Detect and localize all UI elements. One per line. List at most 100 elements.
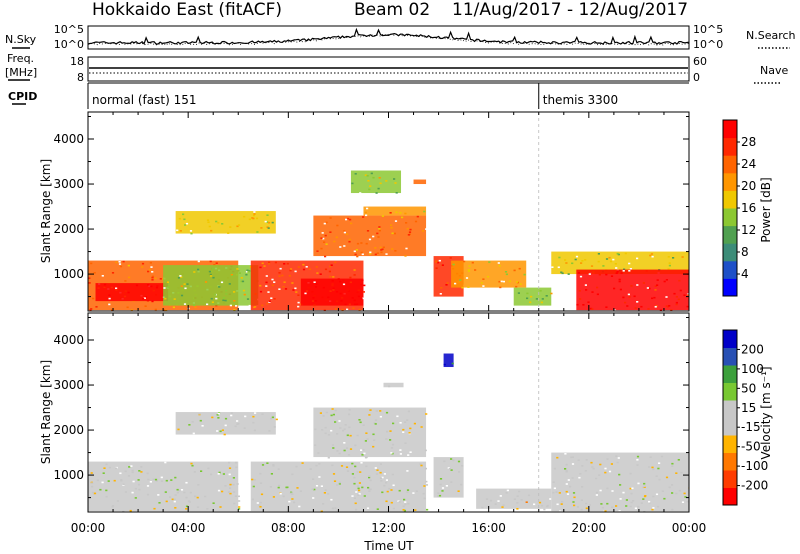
scatter-cell [142,298,145,300]
scatter-cell [93,272,96,274]
scatter-cell [218,286,221,288]
scatter-cell [272,496,275,498]
x-tick-label: 16:00 [471,521,506,535]
scatter-cell [324,268,328,271]
scatter-cell [332,276,335,278]
scatter-cell [372,176,375,179]
colorbar-tick-label: 15 [741,401,756,415]
scatter-cell [443,363,446,366]
scatter-cell [225,293,228,295]
scatter-cell [515,285,518,288]
scatter-cell [208,270,211,273]
colorbar-tick-label: -200 [741,479,768,493]
scatter-cell [321,429,324,431]
scatter-cell [291,493,294,495]
scatter-cell [335,291,339,293]
scatter-cell [236,225,239,228]
colorbar-step [723,260,737,279]
scatter-cell [651,297,654,300]
scatter-cell [379,471,382,474]
scatter-cell [675,472,678,474]
colorbar-frame [722,329,738,506]
scatter-cell [584,470,587,472]
scatter-cell [652,468,655,471]
scatter-cell [336,224,339,227]
scatter-cell [212,267,215,270]
scatter-cell [237,423,240,425]
scatter-cell [314,428,317,431]
scatter-cell [441,487,445,489]
scatter-cell [675,296,678,298]
scatter-cell [215,220,218,223]
scatter-cell [627,293,630,296]
scatter-cell [435,267,438,269]
scatter-cell [166,281,169,283]
scatter-cell [365,456,368,459]
scatter-cell [272,465,275,467]
y-tick-label: 4000 [53,132,84,146]
scatter-cell [654,289,657,291]
scatter-cell [349,218,352,221]
scatter-cell [625,505,628,507]
scatter-cell [558,256,561,259]
scatter-cell [358,489,361,492]
scatter-cell [251,217,254,219]
scatter-cell [194,495,197,498]
scatter-cell [533,503,536,506]
scatter-cell [105,489,108,492]
scatter-cell [122,483,125,486]
scatter-cell [266,302,269,305]
scatter-cell [671,492,674,494]
scatter-cell [316,250,319,252]
scatter-cell [356,485,359,487]
scatter-cell [368,414,371,416]
scatter-cell [381,476,384,479]
scatter-cell [390,452,393,454]
scatter-cell [174,476,177,479]
scatter-cell [681,256,684,258]
scatter-region [300,278,364,306]
scatter-cell [409,427,412,430]
scatter-cell [329,275,332,278]
scatter-cell [461,286,464,289]
scatter-cell [271,278,274,281]
scatter-cell [604,471,607,474]
scatter-cell [406,419,409,421]
colorbar-step [723,347,737,366]
scatter-cell [254,412,257,414]
scatter-cell [144,305,147,307]
scatter-cell [238,506,241,508]
scatter-cell [329,290,332,292]
scatter-cell [225,289,228,292]
scatter-cell [305,290,309,292]
scatter-cell [667,268,670,270]
scatter-cell [369,479,372,482]
scatter-region [88,461,239,512]
scatter-cell [320,247,323,250]
scatter-cell [573,496,576,499]
scatter-cell [374,419,378,421]
scatter-cell [244,415,247,418]
scatter-cell [588,504,591,506]
scatter-region [175,412,276,435]
scatter-cell [681,501,685,503]
scatter-cell [151,275,155,278]
scatter-cell [289,269,292,272]
scatter-cell [288,500,291,503]
scatter-cell [221,490,224,493]
colorbar-tick-label: 28 [741,135,756,149]
scatter-cell [320,510,323,512]
scatter-cell [539,290,542,292]
scatter-cell [394,220,398,222]
scatter-cell [556,456,559,459]
scatter-cell [298,505,301,508]
scatter-cell [618,473,621,476]
scatter-cell [187,500,191,502]
scatter-cell [380,251,383,254]
scatter-cell [597,260,600,263]
scatter-cell [369,488,372,491]
scatter-cell [228,467,232,469]
scatter-cell [236,420,239,422]
scatter-cell [234,495,237,497]
scatter-cell [517,292,520,294]
